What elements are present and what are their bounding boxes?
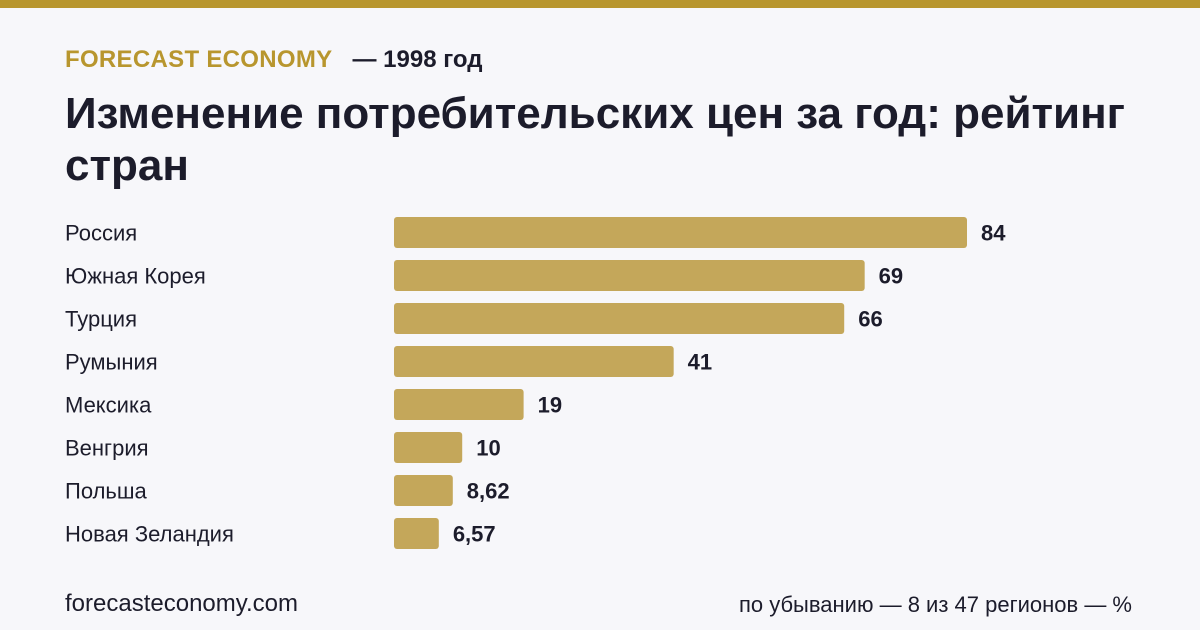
value-label: 19: [538, 393, 562, 418]
category-label: Турция: [65, 307, 137, 332]
value-label: 41: [688, 350, 712, 375]
value-label: 84: [981, 221, 1006, 246]
category-label: Венгрия: [65, 436, 149, 461]
bar: [394, 346, 674, 377]
bar: [394, 260, 865, 291]
value-label: 69: [879, 264, 903, 289]
bar: [394, 389, 524, 420]
bar: [394, 217, 967, 248]
category-label: Новая Зеландия: [65, 522, 234, 547]
value-label: 6,57: [453, 522, 496, 547]
footer-note: по убыванию — 8 из 47 регионов — %: [738, 592, 1132, 617]
value-label: 10: [476, 436, 500, 461]
chart-title: Изменение потребительских цен за год: ре…: [65, 89, 1125, 190]
category-label: Польша: [65, 479, 148, 504]
value-label: 8,62: [467, 479, 510, 504]
bar: [394, 475, 453, 506]
category-label: Южная Корея: [65, 264, 206, 289]
value-label: 66: [858, 307, 882, 332]
category-label: Россия: [65, 221, 137, 246]
category-label: Мексика: [65, 393, 152, 418]
bar: [394, 432, 463, 463]
brand-name: FORECAST ECONOMY: [65, 46, 333, 73]
category-label: Румыния: [65, 350, 158, 375]
top-accent-bar: [0, 0, 1200, 8]
header: FORECAST ECONOMY — 1998 год: [65, 46, 482, 74]
bar: [394, 518, 439, 549]
bar: [394, 303, 845, 334]
report-year: — 1998 год: [352, 46, 483, 73]
footer-site: forecasteconomy.com: [65, 590, 298, 617]
